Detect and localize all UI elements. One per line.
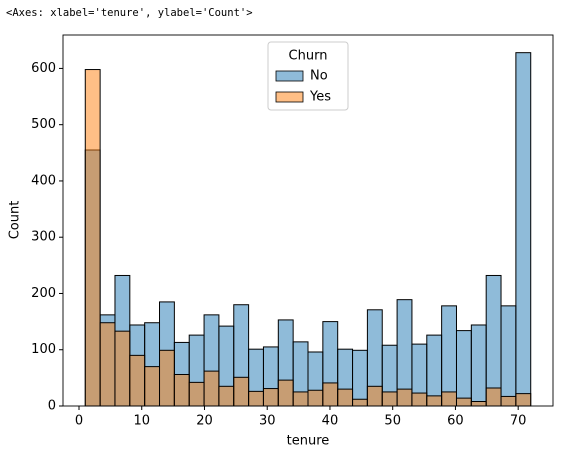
plot-frame	[62, 34, 554, 407]
x-tick-label: 40	[322, 414, 339, 429]
bar	[485, 387, 502, 407]
bar	[173, 373, 190, 407]
y-tick-label: 500	[31, 117, 56, 132]
x-tick-label: 60	[447, 414, 464, 429]
bar	[337, 388, 354, 407]
y-axis-label: Count	[8, 201, 23, 240]
bar	[159, 349, 175, 407]
x-tick-label: 20	[196, 414, 213, 429]
y-tick-label: 100	[31, 342, 56, 357]
x-axis-label: tenure	[287, 434, 330, 449]
axes-repr: <Axes: xlabel='tenure', ylabel='Count'>	[6, 7, 253, 19]
bar	[233, 376, 250, 407]
y-tick-label: 0	[48, 399, 56, 414]
bar	[396, 388, 413, 407]
bar	[144, 366, 161, 407]
bar	[114, 330, 131, 407]
y-tick-label: 400	[31, 173, 56, 188]
bar	[366, 385, 383, 407]
bar	[188, 381, 205, 407]
bar	[455, 330, 472, 407]
bar	[352, 349, 368, 407]
x-tick-label: 0	[75, 414, 83, 429]
bar	[129, 354, 146, 407]
legend-title: Churn	[289, 49, 328, 64]
legend-label: Yes	[309, 90, 331, 105]
bar	[277, 379, 294, 407]
legend-swatch	[275, 91, 304, 103]
y-tick-label: 200	[31, 286, 56, 301]
bar	[307, 389, 324, 407]
bar	[99, 322, 116, 407]
x-tick-label: 50	[384, 414, 401, 429]
bar	[381, 391, 398, 407]
bar	[515, 393, 532, 407]
bar	[218, 385, 235, 407]
y-tick-label: 600	[31, 61, 56, 76]
bar	[470, 324, 487, 407]
legend-swatch	[275, 70, 304, 82]
bar	[203, 370, 220, 407]
bar	[441, 305, 457, 407]
bar	[84, 69, 101, 407]
bar	[441, 391, 457, 407]
bar	[470, 400, 487, 407]
bar	[485, 274, 502, 407]
bar	[426, 395, 443, 407]
bar	[515, 52, 532, 407]
x-tick-label: 10	[133, 414, 150, 429]
bar	[455, 397, 472, 407]
bar	[411, 392, 428, 407]
bar	[426, 334, 443, 407]
x-tick-label: 70	[510, 414, 527, 429]
bar	[352, 398, 368, 407]
bar	[500, 305, 517, 407]
legend-label: No	[310, 69, 328, 84]
bar	[500, 395, 517, 407]
bar	[322, 382, 339, 407]
bar	[262, 388, 279, 407]
y-tick-label: 300	[31, 230, 56, 245]
bar	[248, 390, 264, 407]
x-tick-label: 30	[259, 414, 276, 429]
bar	[292, 391, 309, 407]
